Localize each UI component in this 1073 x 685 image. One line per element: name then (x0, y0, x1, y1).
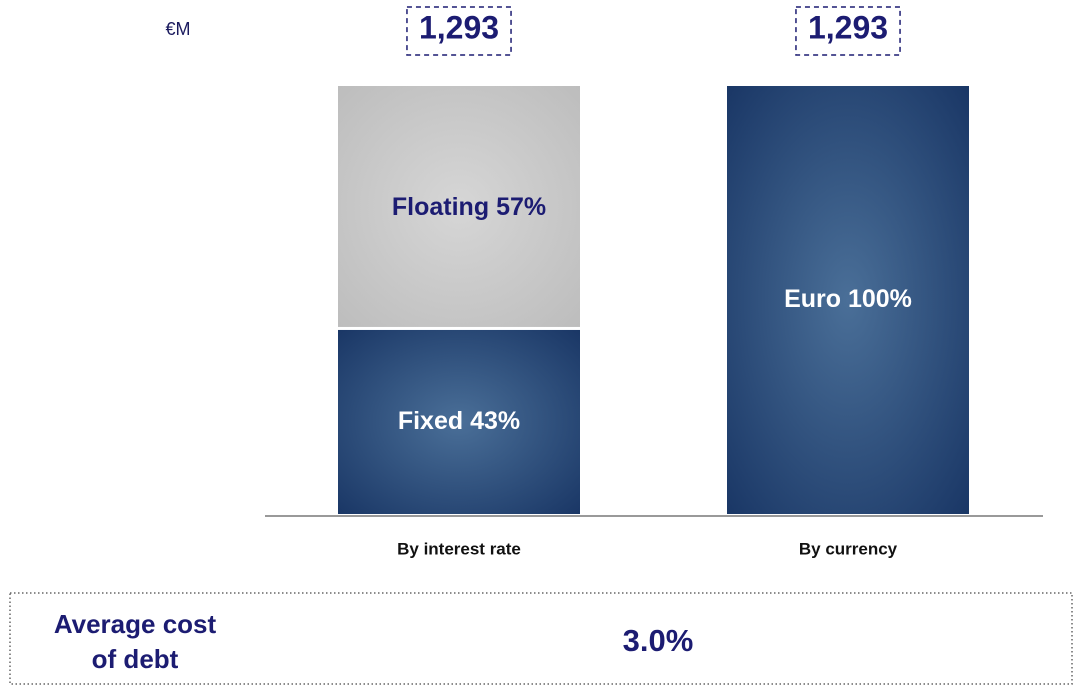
footer-value: 3.0% (623, 623, 694, 658)
total-box (406, 6, 512, 56)
x-tick-label: By interest rate (397, 539, 521, 558)
bar-segment (338, 86, 580, 327)
segment-value: 100% (848, 285, 912, 313)
total-label: 1,293 (808, 9, 888, 45)
x-tick-label: By currency (799, 539, 898, 558)
segment-name: Euro (784, 285, 841, 313)
bar-segment (338, 329, 580, 514)
segment-label: Floating 57% (392, 193, 546, 221)
unit-label: €M (165, 19, 190, 39)
segment-value: 57% (496, 193, 546, 221)
total-label: 1,293 (419, 9, 499, 45)
footer-box (9, 592, 1073, 685)
segment-label: Euro 100% (784, 285, 912, 313)
footer-label: of debt (92, 644, 179, 674)
segment-name: Fixed (398, 407, 463, 435)
segment-label: Fixed 43% (398, 407, 520, 435)
total-box (795, 6, 901, 56)
segment-value: 43% (470, 407, 520, 435)
segment-name: Floating (392, 193, 489, 221)
bar-segment (727, 86, 969, 514)
footer-label: Average cost (54, 609, 217, 639)
